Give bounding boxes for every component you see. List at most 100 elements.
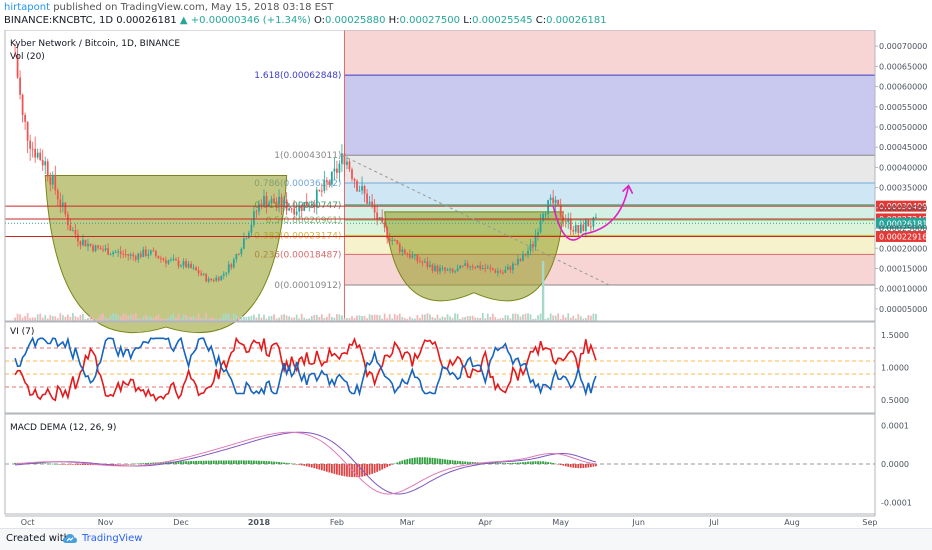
candle-body: [175, 258, 177, 261]
volume-bar: [522, 314, 524, 321]
candlestick-series: [14, 43, 597, 284]
macd-histogram-bar: [285, 462, 288, 464]
macd-histogram-bar: [288, 463, 291, 464]
candle-body: [19, 77, 21, 95]
volume-bar: [248, 316, 250, 321]
time-axis-label: Nov: [98, 518, 114, 527]
volume-bar: [137, 317, 140, 321]
volume-bar: [371, 315, 373, 321]
macd-histogram-bar: [559, 464, 562, 465]
volume-bar: [537, 315, 539, 321]
candle-body: [413, 254, 416, 256]
price-tag-label: 0.00022916: [879, 232, 927, 241]
candle-body: [476, 265, 479, 268]
candle-body: [373, 205, 376, 213]
macd-histogram-bar: [398, 461, 401, 464]
time-axis-label: Mar: [400, 518, 416, 527]
macd-histogram-bar: [132, 463, 135, 465]
volume-bar: [222, 313, 225, 321]
macd-histogram-bar: [441, 459, 444, 464]
volume-bar: [165, 318, 167, 321]
candle-body: [29, 140, 32, 149]
cup-shape-left: [44, 175, 288, 334]
volume-bar: [273, 314, 275, 321]
macd-histogram-bar: [373, 464, 376, 473]
volume-bar: [298, 318, 301, 321]
price-axis-label: 0.00070000: [879, 42, 927, 51]
candle-body: [529, 244, 532, 251]
macd-histogram-bar: [406, 459, 409, 464]
time-axis-label: Jul: [708, 518, 719, 527]
chart-canvas[interactable]: 1.618(0.00062848) 1(0.00043011) 0.786(0.00…: [0, 30, 932, 528]
volume-bar: [549, 313, 552, 321]
volume-bar: [406, 318, 409, 321]
macd-histogram-bar: [283, 462, 285, 464]
volume-bar: [464, 317, 467, 321]
candle-body: [366, 193, 368, 204]
macd-histogram-bar: [310, 464, 313, 468]
macd-histogram-bar: [51, 463, 54, 465]
tradingview-brand-link[interactable]: TradingView: [82, 533, 143, 544]
fib-retracement[interactable]: 1.618(0.00062848) 1(0.00043011) 0.786(0.00…: [254, 30, 875, 321]
volume-bar: [441, 316, 444, 321]
volume-bar: [74, 316, 77, 321]
candle-body: [421, 262, 424, 264]
candle-body: [461, 265, 464, 267]
macd-histogram-bar: [250, 460, 253, 464]
volume-bar: [205, 313, 208, 321]
candle-body: [567, 218, 570, 222]
candle-body: [336, 168, 338, 173]
macd-pane-title: MACD DEMA (12, 26, 9): [10, 423, 116, 433]
macd-histogram-bar: [273, 461, 275, 464]
macd-histogram-bar: [577, 464, 580, 469]
volume-bar: [66, 314, 69, 321]
volume-bar: [574, 318, 577, 321]
candle-body: [280, 196, 283, 208]
macd-histogram-bar: [419, 457, 421, 464]
volume-bar: [24, 316, 26, 321]
macd-histogram-bar: [152, 462, 155, 464]
volume-bars: [14, 261, 597, 321]
candle-body: [152, 250, 155, 252]
candle-body: [371, 201, 373, 206]
candle-body: [564, 221, 567, 223]
candle-body: [275, 203, 278, 205]
macd-histogram-bar: [142, 463, 145, 464]
macd-histogram-bar: [14, 462, 16, 464]
volume-bar: [527, 313, 529, 321]
candle-body: [439, 267, 441, 272]
macd-histogram-bar: [514, 462, 517, 464]
macd-histogram-bar: [177, 461, 180, 464]
candle-body: [582, 224, 585, 231]
drawings[interactable]: [341, 154, 634, 286]
candle-body: [456, 268, 459, 272]
footer: Created with TradingView: [0, 528, 932, 550]
macd-histogram-bar: [300, 464, 303, 466]
candle-body: [217, 277, 220, 281]
macd-histogram-bar: [569, 464, 572, 468]
candle-body: [182, 261, 185, 266]
candle-body: [160, 258, 162, 260]
macd-histogram-bar: [466, 461, 469, 464]
macd-histogram-bar: [356, 464, 358, 478]
candle-body: [82, 239, 84, 246]
candle-body: [235, 254, 238, 260]
volume-bar: [376, 314, 379, 321]
volume-bar: [220, 317, 223, 321]
macd-histogram-bar: [539, 461, 542, 464]
macd-histogram-bar: [200, 460, 203, 464]
candle-body: [466, 263, 469, 268]
candle-body: [137, 253, 140, 260]
volume-bar: [330, 317, 333, 321]
candle-body: [89, 243, 92, 246]
macd-histogram-bar: [396, 462, 399, 464]
volume-bar: [509, 318, 512, 321]
candle-body: [305, 202, 308, 207]
candle-body: [484, 267, 487, 269]
author-link[interactable]: hirtapont: [4, 2, 51, 13]
volume-bar: [182, 314, 185, 321]
volume-bar: [102, 313, 104, 321]
candle-body: [132, 254, 135, 257]
volume-bar: [46, 318, 49, 321]
